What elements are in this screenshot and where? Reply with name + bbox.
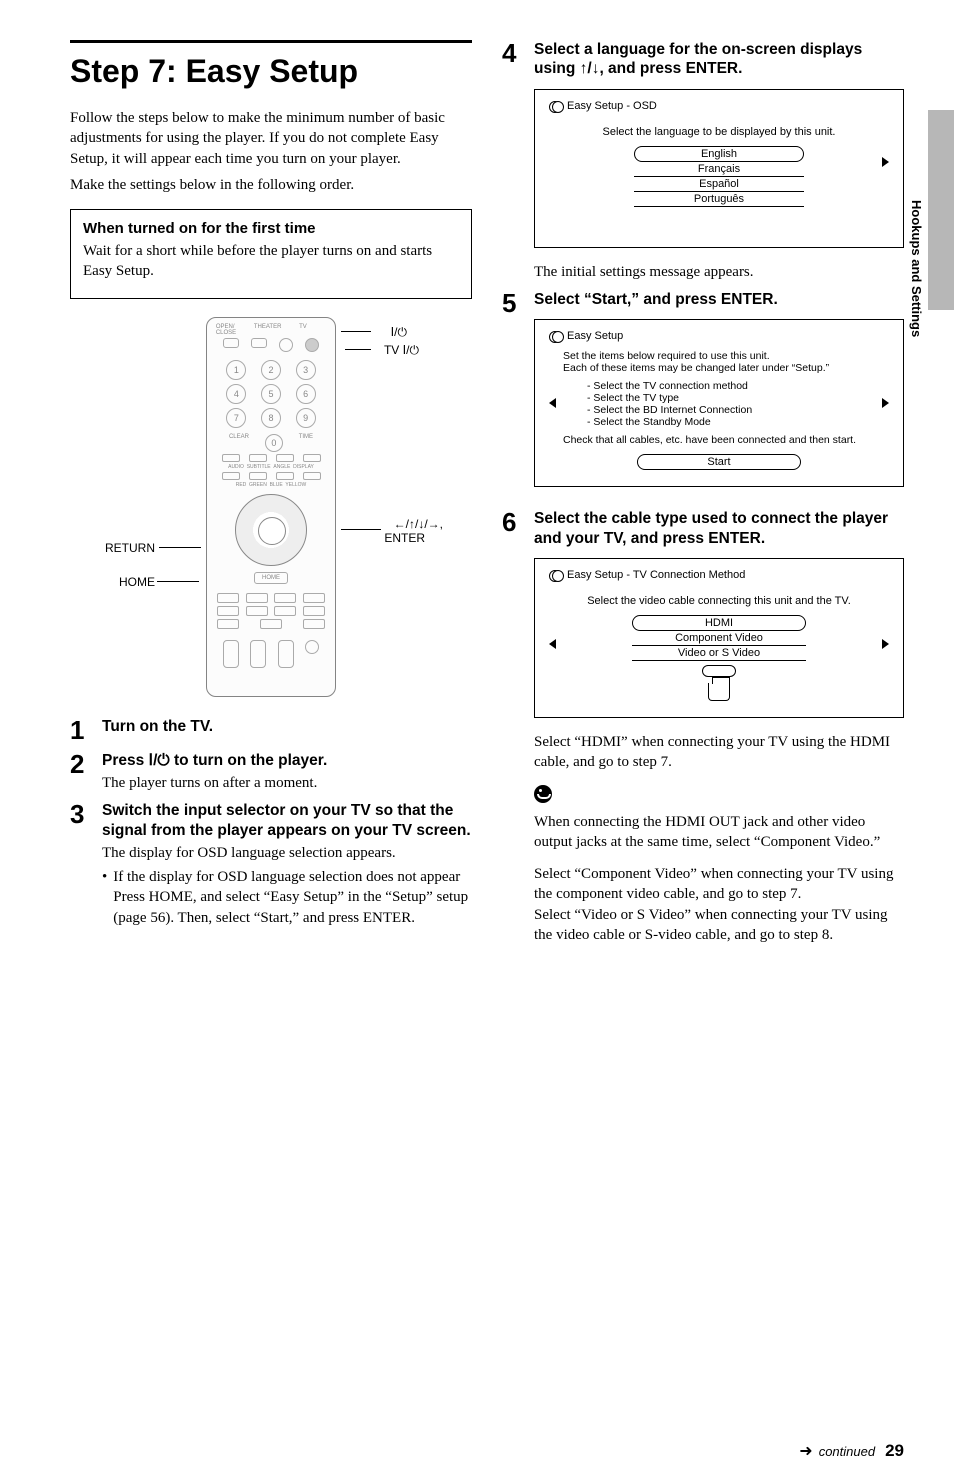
intro-para-2: Make the settings below in the following… — [70, 175, 472, 195]
osd5-l2: Each of these items may be changed later… — [549, 362, 889, 374]
side-label: Hookups and Settings — [909, 200, 924, 337]
label-tv-power: TV Ⅰ/⏻ — [384, 343, 419, 358]
label-power: Ⅰ/⏻ — [391, 325, 407, 340]
step-3-text: The display for OSD language selection a… — [102, 843, 472, 863]
step-4-head: Select a language for the on-screen disp… — [534, 40, 904, 79]
callout-box: When turned on for the first time Wait f… — [70, 209, 472, 299]
osd5-b3: - Select the BD Internet Connection — [587, 404, 875, 416]
osd-language-box: Easy Setup - OSD Select the language to … — [534, 89, 904, 248]
osd5-title: Easy Setup — [567, 330, 623, 342]
osd5-b4: - Select the Standby Mode — [587, 416, 875, 428]
step-3-bullet-text: Press HOME, and select “Easy Setup” in t… — [113, 889, 468, 925]
osd-start-box: Easy Setup Set the items below required … — [534, 319, 904, 487]
note-icon — [534, 785, 552, 803]
step-6-p1: Select “HDMI” when connecting your TV us… — [534, 732, 904, 773]
lang-english: English — [634, 146, 804, 162]
step-5-head: Select “Start,” and press ENTER. — [534, 290, 904, 309]
step-1-number: 1 — [70, 717, 92, 743]
step-5-number: 5 — [502, 290, 524, 316]
side-tab — [928, 110, 954, 310]
osd5-b2: - Select the TV type — [587, 392, 875, 404]
step-3-bullet-head: If the display for OSD language selectio… — [113, 869, 460, 885]
lang-francais: Français — [634, 162, 804, 177]
lang-espanol: Español — [634, 177, 804, 192]
nav-left-icon — [549, 639, 556, 649]
step-3-number: 3 — [70, 801, 92, 827]
step-2-number: 2 — [70, 751, 92, 777]
step-6-head: Select the cable type used to connect th… — [534, 509, 904, 548]
label-home: HOME — [119, 575, 155, 589]
page-title: Step 7: Easy Setup — [70, 53, 472, 90]
nav-right-icon — [882, 398, 889, 408]
opt-video-svideo: Video or S Video — [632, 646, 807, 661]
title-rule — [70, 40, 472, 43]
osd4-title: Easy Setup - OSD — [567, 100, 657, 112]
step-6-p3: Select “Video or S Video” when connectin… — [534, 905, 904, 946]
bullet-dot: • — [102, 867, 107, 928]
step-3-head: Switch the input selector on your TV so … — [102, 801, 472, 840]
osd6-title: Easy Setup - TV Connection Method — [567, 569, 745, 581]
label-nav-arrows: ←/↑/↓/→, — [394, 517, 443, 531]
step-6-number: 6 — [502, 509, 524, 535]
disc-icon — [549, 570, 563, 580]
step-1-head: Turn on the TV. — [102, 717, 472, 736]
osd6-msg: Select the video cable connecting this u… — [563, 595, 875, 607]
page-number: 29 — [885, 1441, 904, 1461]
lang-portugues: Português — [634, 192, 804, 207]
disc-icon — [549, 101, 563, 111]
callout-text: Wait for a short while before the player… — [83, 241, 459, 282]
osd4-msg: Select the language to be displayed by t… — [567, 126, 871, 138]
step-2-head: Press Ⅰ/⏻ to turn on the player. — [102, 751, 472, 770]
footer-continued: continued — [819, 1444, 875, 1459]
intro-para-1: Follow the steps below to make the minim… — [70, 108, 472, 169]
step-6-note: When connecting the HDMI OUT jack and ot… — [534, 812, 904, 853]
step-4-after: The initial settings message appears. — [534, 262, 904, 282]
callout-title: When turned on for the first time — [83, 220, 459, 237]
osd5-l1: Set the items below required to use this… — [549, 350, 889, 362]
hdmi-plug-icon — [708, 683, 730, 701]
remote-diagram: OPEN/CLOSETHEATERTV 123 456 789 CLEAR0TI… — [141, 317, 401, 697]
osd5-b1: - Select the TV connection method — [587, 380, 875, 392]
step-6-p2: Select “Component Video” when connecting… — [534, 864, 904, 905]
disc-icon — [549, 331, 563, 341]
osd5-start: Start — [637, 454, 800, 470]
opt-hdmi: HDMI — [632, 615, 807, 631]
nav-right-icon — [882, 157, 889, 167]
continued-arrow-icon: ➜ — [799, 1441, 812, 1461]
empty-oval-icon — [702, 665, 736, 677]
osd5-l3: Check that all cables, etc. have been co… — [549, 434, 889, 446]
osd-cable-box: Easy Setup - TV Connection Method Select… — [534, 558, 904, 718]
nav-left-icon — [549, 398, 556, 408]
footer: ➜ continued 29 — [799, 1441, 904, 1461]
step-2-text: The player turns on after a moment. — [102, 773, 472, 793]
step-4-number: 4 — [502, 40, 524, 66]
nav-right-icon — [882, 639, 889, 649]
label-return: RETURN — [105, 541, 155, 555]
opt-component: Component Video — [632, 631, 807, 646]
label-enter: ENTER — [384, 531, 425, 545]
